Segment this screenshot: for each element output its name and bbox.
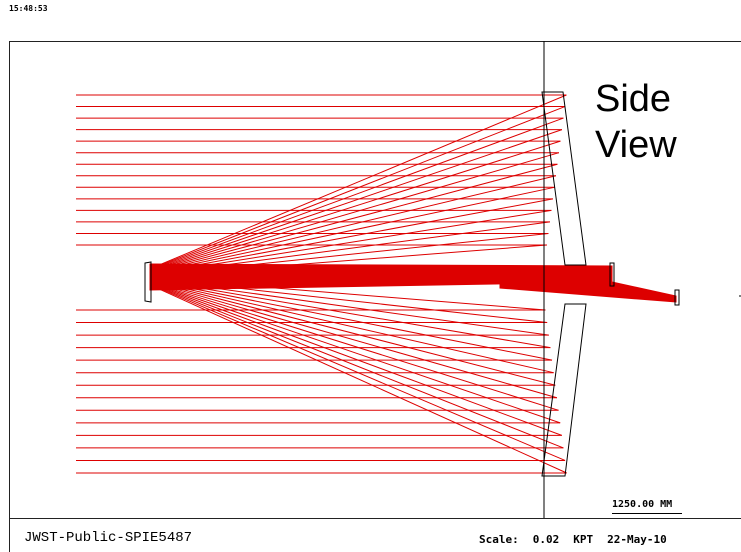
timestamp: 15:48:53 bbox=[9, 4, 48, 13]
view-title: Side View bbox=[595, 76, 677, 168]
beam-ray bbox=[151, 277, 613, 284]
reflected-ray bbox=[151, 279, 551, 349]
tertiary-mirror bbox=[609, 262, 615, 287]
detector bbox=[674, 289, 680, 306]
beam-ray bbox=[151, 271, 613, 276]
scale-value: 0.02 bbox=[532, 533, 560, 546]
reflected-ray bbox=[151, 281, 558, 399]
beam-ray bbox=[151, 273, 613, 279]
reflected-ray bbox=[151, 284, 566, 461]
reflected-ray bbox=[151, 282, 559, 411]
units-label: KPT bbox=[573, 533, 594, 546]
reflected-ray bbox=[151, 198, 554, 274]
reflected-ray bbox=[151, 285, 567, 474]
reflected-ray bbox=[151, 94, 567, 269]
beam-ray bbox=[151, 275, 613, 281]
reflected-ray bbox=[151, 163, 558, 273]
plot-frame bbox=[9, 41, 741, 552]
date-label: 22-May-10 bbox=[607, 533, 667, 546]
reflected-ray bbox=[151, 117, 564, 270]
scale-bar-label: 1250.00 MM bbox=[612, 499, 673, 510]
reflected-ray bbox=[151, 283, 562, 436]
reflected-ray bbox=[151, 209, 552, 275]
reflected-ray bbox=[151, 280, 554, 374]
beam-ray bbox=[151, 279, 613, 286]
project-name: JWST-Public-SPIE5487 bbox=[24, 530, 193, 546]
footer-info: Scale: 0.02 KPT 22-May-10 bbox=[479, 533, 681, 546]
primary-mirror-lower bbox=[541, 303, 587, 477]
reflected-ray bbox=[151, 140, 561, 271]
primary-mirror-upper bbox=[541, 91, 587, 266]
reflected-ray bbox=[151, 281, 556, 386]
reflected-ray bbox=[151, 152, 560, 272]
scale-label: Scale: bbox=[479, 533, 519, 546]
optical-elements bbox=[144, 41, 741, 518]
scale-bar bbox=[612, 513, 682, 514]
ray-bundle bbox=[76, 94, 677, 474]
output-beam bbox=[499, 281, 677, 303]
reflected-ray bbox=[151, 284, 564, 449]
reflected-ray bbox=[151, 175, 557, 273]
footer-divider bbox=[9, 518, 741, 519]
secondary-mirror bbox=[144, 261, 152, 303]
reflected-ray bbox=[151, 279, 553, 361]
beam-ray bbox=[151, 267, 613, 271]
reflected-ray bbox=[151, 186, 555, 274]
beam-ray bbox=[151, 269, 613, 274]
view-title-line-1: Side bbox=[595, 78, 672, 120]
view-title-line-2: View bbox=[595, 124, 677, 166]
beam-ray bbox=[151, 265, 613, 269]
reflected-ray bbox=[151, 282, 561, 424]
